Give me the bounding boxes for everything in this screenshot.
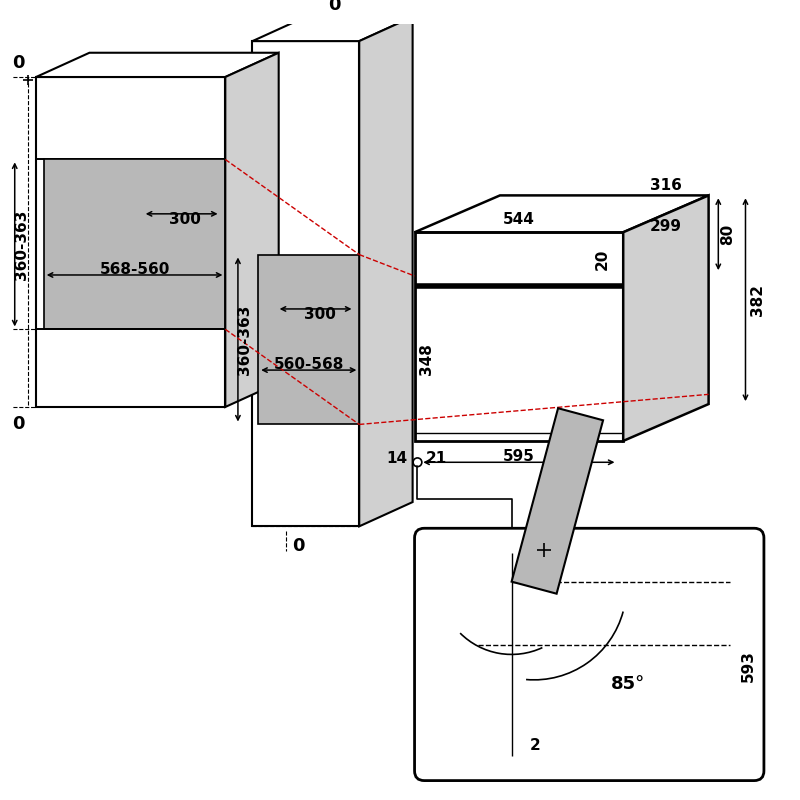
Text: 568-560: 568-560 (99, 262, 170, 277)
Text: 348: 348 (418, 343, 434, 375)
Polygon shape (414, 195, 709, 232)
Text: 0: 0 (12, 54, 25, 73)
Text: 85°: 85° (611, 674, 645, 693)
Text: 300: 300 (305, 307, 336, 322)
Text: 80: 80 (721, 223, 735, 245)
Text: 0: 0 (12, 415, 25, 434)
Text: 360-363: 360-363 (238, 304, 252, 374)
Text: 0: 0 (328, 0, 341, 14)
Text: 0: 0 (292, 537, 304, 554)
Text: 300: 300 (169, 212, 201, 227)
Polygon shape (359, 17, 413, 526)
Text: 21: 21 (426, 451, 446, 466)
Polygon shape (512, 408, 603, 594)
Text: 382: 382 (750, 284, 765, 316)
FancyBboxPatch shape (414, 528, 764, 781)
Text: 595: 595 (503, 450, 535, 464)
Polygon shape (36, 53, 278, 77)
Text: 560-568: 560-568 (274, 357, 344, 372)
Text: 544: 544 (503, 213, 535, 227)
Polygon shape (36, 77, 226, 407)
Polygon shape (226, 53, 278, 407)
Text: 20: 20 (594, 248, 610, 270)
Text: 299: 299 (650, 218, 682, 234)
Polygon shape (414, 232, 623, 441)
Polygon shape (253, 17, 413, 41)
Polygon shape (623, 195, 709, 441)
Polygon shape (258, 254, 359, 425)
Text: 2: 2 (530, 738, 540, 754)
Polygon shape (253, 41, 359, 526)
Text: 593: 593 (741, 650, 756, 682)
Polygon shape (44, 159, 226, 330)
Text: 316: 316 (650, 178, 682, 194)
Text: 14: 14 (386, 451, 408, 466)
Text: 360-363: 360-363 (14, 210, 29, 279)
